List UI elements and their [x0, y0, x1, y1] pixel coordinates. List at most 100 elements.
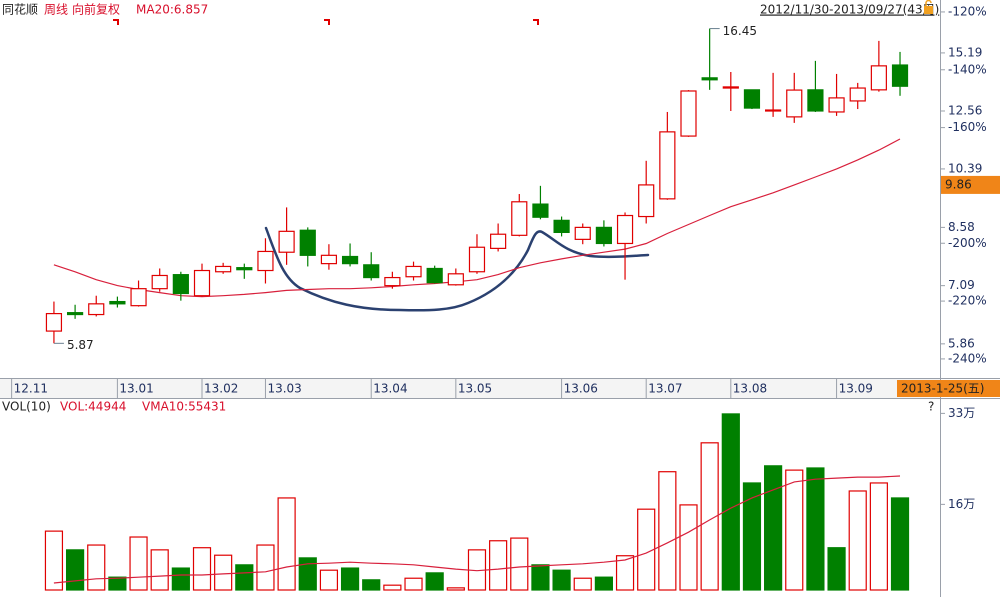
candle-body	[743, 89, 761, 109]
max-label: 16.45	[723, 24, 757, 38]
volume-bar	[87, 544, 106, 591]
candle-body	[638, 184, 655, 218]
candle-body	[151, 274, 168, 290]
volume-bar	[721, 413, 740, 591]
volume-bar	[764, 465, 783, 591]
candle-body	[320, 254, 338, 265]
volume-bar	[214, 554, 233, 591]
x-tick-label: 13.05	[458, 382, 492, 396]
last-price-box	[941, 175, 1000, 194]
volume-bar	[489, 540, 508, 591]
hand-drawn-curve	[264, 226, 650, 312]
candle-body	[130, 288, 147, 307]
cursor-date-box	[897, 380, 1000, 397]
x-tick-label: 13.06	[564, 382, 598, 396]
candle-body	[786, 89, 803, 118]
y-tick-label: 12.56	[948, 103, 982, 117]
volume-bar	[785, 469, 804, 591]
candle-body	[828, 97, 845, 113]
lock-icon[interactable]	[924, 6, 933, 14]
volume-bar	[552, 569, 571, 591]
volume-bar	[404, 577, 423, 591]
x-tick-label: 13.02	[204, 382, 238, 396]
y2-tick-label: -120%	[948, 4, 987, 18]
candle-body	[891, 64, 909, 87]
vma-label: VMA10:55431	[142, 400, 226, 414]
ma-label: MA20:6.857	[136, 3, 208, 17]
volume-bar	[890, 497, 910, 591]
candle-body	[405, 265, 422, 278]
candle-body	[172, 274, 189, 295]
volume-bar	[383, 584, 402, 591]
candle-body	[722, 86, 739, 89]
candle-body	[532, 203, 549, 218]
candle-body	[363, 264, 380, 279]
volume-bar	[150, 549, 169, 591]
period-markers	[113, 19, 539, 25]
candle-body	[426, 267, 443, 284]
volume-bar	[171, 567, 190, 591]
volume-bar	[235, 564, 254, 591]
period: 周线	[44, 3, 68, 17]
volume-bar	[531, 564, 550, 591]
x-tick-label: 13.04	[373, 382, 407, 396]
vol-label: VOL:44944	[60, 400, 126, 414]
volume-bar	[658, 471, 677, 591]
candle-body	[574, 226, 591, 240]
lock-shackle	[925, 0, 932, 6]
volume-bar	[425, 572, 444, 591]
candle-body	[701, 77, 718, 81]
y-tick-label: 7.09	[948, 278, 975, 292]
y-tick-label: 15.19	[948, 45, 982, 59]
volume-bar	[573, 577, 592, 591]
candle-body	[88, 303, 105, 316]
date-range: 2012/11/30-2013/09/27(43周)	[760, 3, 939, 17]
help-icon[interactable]: ?	[928, 400, 934, 414]
candle-body	[193, 269, 211, 297]
volume-bar	[256, 544, 275, 591]
candle-body	[490, 233, 507, 249]
candle-body	[807, 89, 824, 112]
last-price-label: 9.86	[945, 177, 972, 191]
volume-bar	[869, 482, 888, 591]
y-tick-label: 5.86	[948, 336, 975, 350]
candle-body	[45, 312, 63, 332]
x-tick-label: 12.11	[14, 382, 48, 396]
candle-body	[765, 109, 782, 112]
volume-bar	[319, 569, 339, 591]
candle-body	[680, 90, 697, 137]
volume-bar	[700, 442, 719, 591]
volume-bar	[594, 576, 613, 591]
candle-body	[616, 214, 634, 245]
candle-body	[870, 65, 887, 91]
y-tick-label: 8.58	[948, 220, 975, 234]
volume-bar	[679, 504, 698, 591]
candle-body	[384, 276, 401, 287]
candle-body	[236, 267, 253, 271]
y-tick-label: 16万	[948, 497, 975, 511]
candle-body	[66, 312, 84, 316]
volume-bar	[129, 536, 148, 591]
x-axis-band	[0, 378, 940, 398]
candle-body	[341, 255, 359, 265]
volume-bar	[848, 490, 867, 591]
candle-body	[553, 219, 570, 234]
y2-tick-label: -140%	[948, 62, 987, 76]
y2-tick-label: -200%	[948, 236, 987, 250]
y-tick-label: 10.39	[948, 161, 982, 175]
candle-body	[215, 265, 232, 273]
candle-body	[299, 229, 316, 256]
y2-tick-label: -220%	[948, 294, 987, 308]
volume-bar	[44, 530, 64, 591]
cursor-date: 2013-1-25(五)	[901, 382, 984, 396]
volume-bar	[277, 497, 296, 591]
min-label: 5.87	[67, 338, 94, 352]
candle-body	[511, 201, 528, 236]
volume-bar	[510, 537, 529, 591]
volume-bar	[615, 555, 635, 591]
x-tick-label: 13.01	[119, 382, 153, 396]
volume-bar	[742, 482, 762, 591]
y2-tick-label: -160%	[948, 120, 987, 134]
volume-bar	[446, 587, 465, 591]
